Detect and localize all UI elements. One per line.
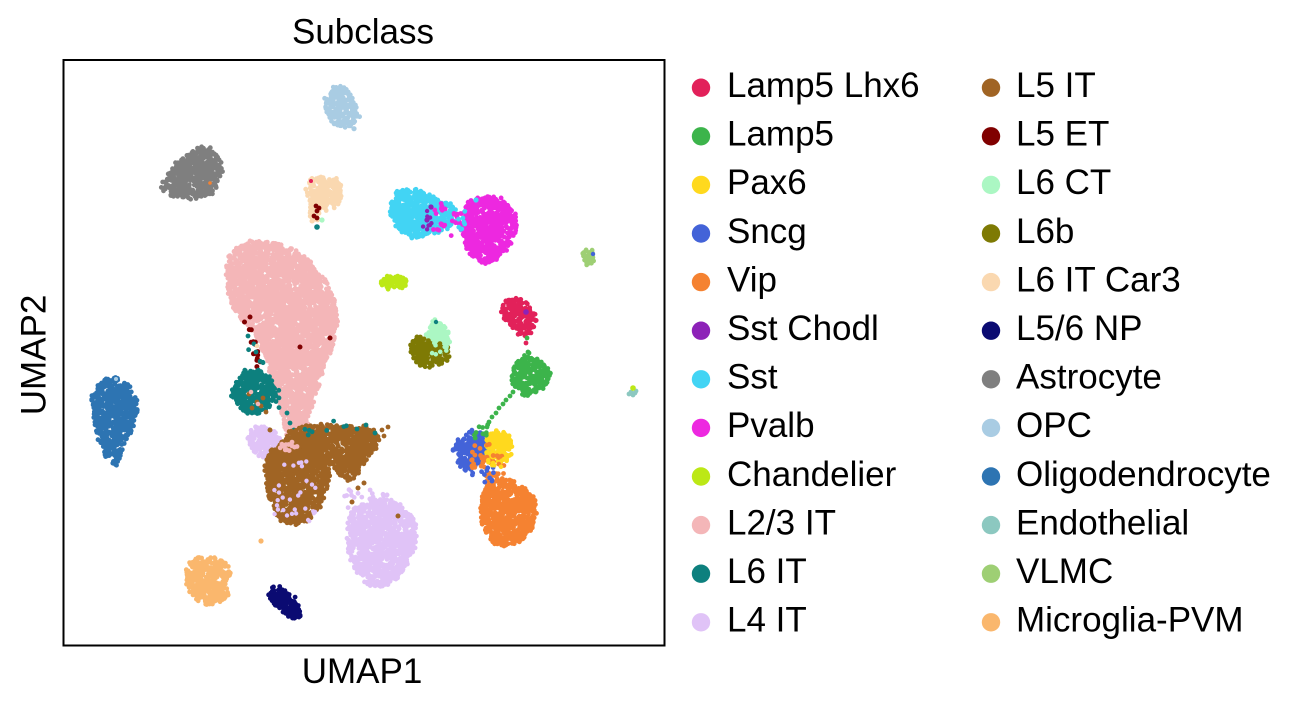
svg-text:L5/6 NP: L5/6 NP (1016, 309, 1142, 348)
svg-text:Lamp5: Lamp5 (727, 115, 834, 154)
svg-text:Oligodendrocyte: Oligodendrocyte (1016, 455, 1271, 494)
svg-text:L6 IT Car3: L6 IT Car3 (1016, 260, 1181, 299)
svg-text:VLMC: VLMC (1016, 552, 1113, 591)
svg-text:L2/3 IT: L2/3 IT (727, 503, 836, 542)
svg-text:OPC: OPC (1016, 406, 1092, 445)
svg-text:L5 IT: L5 IT (1016, 66, 1096, 105)
svg-text:Chandelier: Chandelier (727, 455, 897, 494)
svg-text:Vip: Vip (727, 260, 777, 299)
svg-text:Pvalb: Pvalb (727, 406, 815, 445)
svg-text:Subclass: Subclass (292, 13, 434, 52)
svg-text:Sst: Sst (727, 358, 778, 397)
svg-text:UMAP1: UMAP1 (302, 652, 423, 691)
svg-text:UMAP2: UMAP2 (15, 295, 54, 416)
svg-text:Sst Chodl: Sst Chodl (727, 309, 879, 348)
svg-text:Sncg: Sncg (727, 212, 807, 251)
svg-text:L5 ET: L5 ET (1016, 115, 1109, 154)
svg-text:L6 IT: L6 IT (727, 552, 807, 591)
svg-text:Astrocyte: Astrocyte (1016, 358, 1162, 397)
svg-text:Endothelial: Endothelial (1016, 503, 1189, 542)
svg-text:L4 IT: L4 IT (727, 601, 807, 640)
svg-text:L6b: L6b (1016, 212, 1074, 251)
svg-text:Lamp5 Lhx6: Lamp5 Lhx6 (727, 66, 920, 105)
svg-text:Pax6: Pax6 (727, 163, 807, 202)
svg-text:L6 CT: L6 CT (1016, 163, 1111, 202)
svg-text:Microglia-PVM: Microglia-PVM (1016, 601, 1244, 640)
